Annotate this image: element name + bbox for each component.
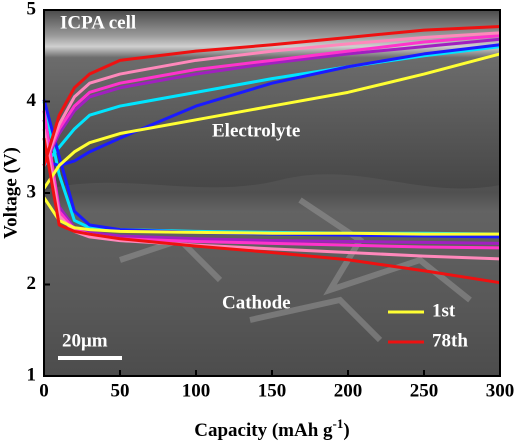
x-tick-label: 200 (334, 380, 363, 401)
cathode-texture (44, 174, 500, 376)
x-label-text: Capacity (mAh g (194, 420, 333, 441)
x-tick-label: 250 (410, 380, 439, 401)
curve (42, 37, 501, 167)
curve (43, 43, 501, 168)
y-tick-label: 1 (27, 364, 37, 385)
x-label-suffix: ) (343, 420, 349, 441)
scale-label: 20μm (62, 330, 108, 351)
curve (42, 31, 501, 167)
curve (42, 52, 501, 190)
y-tick-label: 5 (27, 0, 37, 19)
x-tick-label: 150 (258, 380, 287, 401)
curve (42, 119, 501, 245)
y-tick-label: 4 (27, 90, 37, 111)
x-tick-label: 100 (182, 380, 211, 401)
curve (42, 24, 501, 166)
plot-area (44, 10, 500, 376)
legend-label: 1st (432, 300, 456, 321)
x-axis-label: Capacity (mAh g-1) (194, 416, 349, 441)
y-tick-label: 2 (27, 273, 37, 294)
y-axis-label: Voltage (V) (0, 147, 21, 239)
curve (42, 110, 501, 250)
curve (42, 196, 500, 236)
x-tick-label: 300 (486, 380, 515, 401)
cell-label: ICPA cell (60, 12, 136, 33)
curve (42, 34, 501, 167)
curves (42, 24, 501, 285)
electrolyte-label: Electrolyte (212, 120, 300, 141)
curve (42, 137, 501, 285)
legend-label: 78th (432, 330, 468, 351)
x-tick-label: 50 (111, 380, 130, 401)
x-label-sup: -1 (333, 416, 344, 431)
x-tick-label: 0 (39, 380, 49, 401)
y-tick-label: 3 (27, 181, 37, 202)
cathode-label: Cathode (222, 292, 291, 313)
